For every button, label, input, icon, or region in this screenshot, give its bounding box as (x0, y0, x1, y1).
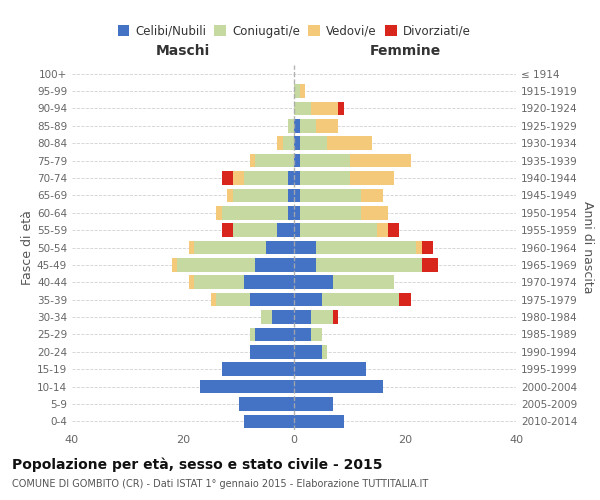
Bar (289, 119, 294, 132)
Bar (172, 258, 178, 272)
Bar (294, 119, 299, 132)
Bar (244, 276, 294, 289)
Bar (233, 171, 244, 185)
Bar (316, 240, 416, 254)
Bar (338, 102, 344, 115)
Y-axis label: Fasce di età: Fasce di età (21, 210, 34, 285)
Bar (400, 293, 410, 306)
Bar (266, 240, 294, 254)
Bar (244, 171, 289, 185)
Bar (388, 224, 400, 237)
Bar (361, 188, 383, 202)
Bar (299, 119, 316, 132)
Bar (250, 154, 255, 168)
Bar (311, 310, 333, 324)
Bar (349, 171, 394, 185)
Bar (333, 310, 338, 324)
Bar (299, 224, 377, 237)
Bar (250, 293, 294, 306)
Bar (250, 345, 294, 358)
Bar (255, 258, 294, 272)
Bar (422, 258, 438, 272)
Bar (316, 258, 422, 272)
Bar (294, 328, 311, 341)
Bar (227, 188, 233, 202)
Bar (239, 397, 294, 410)
Bar (294, 224, 299, 237)
Bar (178, 258, 255, 272)
Bar (316, 119, 338, 132)
Bar (294, 397, 333, 410)
Bar (422, 240, 433, 254)
Bar (299, 84, 305, 98)
Bar (233, 188, 289, 202)
Bar (294, 276, 333, 289)
Bar (322, 345, 328, 358)
Bar (222, 224, 233, 237)
Bar (260, 310, 272, 324)
Bar (216, 206, 222, 220)
Bar (322, 293, 400, 306)
Bar (283, 136, 294, 150)
Bar (416, 240, 422, 254)
Bar (277, 224, 294, 237)
Bar (299, 154, 349, 168)
Bar (294, 380, 383, 394)
Bar (211, 293, 216, 306)
Bar (289, 188, 294, 202)
Bar (299, 136, 328, 150)
Y-axis label: Anni di nascita: Anni di nascita (581, 201, 594, 294)
Bar (222, 206, 289, 220)
Bar (294, 206, 299, 220)
Bar (188, 276, 194, 289)
Text: Femmine: Femmine (370, 44, 440, 58)
Bar (311, 102, 338, 115)
Bar (299, 188, 361, 202)
Bar (294, 310, 311, 324)
Bar (233, 224, 277, 237)
Bar (311, 328, 322, 341)
Bar (294, 258, 316, 272)
Bar (244, 414, 294, 428)
Bar (294, 345, 322, 358)
Bar (200, 380, 294, 394)
Bar (294, 84, 299, 98)
Bar (294, 240, 316, 254)
Bar (299, 206, 361, 220)
Bar (294, 154, 299, 168)
Bar (294, 293, 322, 306)
Bar (294, 171, 299, 185)
Bar (294, 188, 299, 202)
Bar (250, 328, 255, 341)
Bar (255, 328, 294, 341)
Bar (333, 276, 394, 289)
Bar (194, 240, 266, 254)
Bar (377, 224, 388, 237)
Bar (194, 276, 244, 289)
Bar (294, 362, 366, 376)
Bar (289, 206, 294, 220)
Text: Popolazione per età, sesso e stato civile - 2015: Popolazione per età, sesso e stato civil… (12, 458, 383, 472)
Bar (222, 362, 294, 376)
Bar (277, 136, 283, 150)
Bar (272, 310, 294, 324)
Bar (361, 206, 388, 220)
Text: COMUNE DI GOMBITO (CR) - Dati ISTAT 1° gennaio 2015 - Elaborazione TUTTITALIA.IT: COMUNE DI GOMBITO (CR) - Dati ISTAT 1° g… (12, 479, 428, 489)
Bar (349, 154, 410, 168)
Bar (299, 171, 349, 185)
Bar (294, 102, 311, 115)
Bar (294, 136, 299, 150)
Bar (216, 293, 250, 306)
Bar (328, 136, 372, 150)
Bar (289, 171, 294, 185)
Bar (188, 240, 194, 254)
Bar (255, 154, 294, 168)
Text: Maschi: Maschi (156, 44, 210, 58)
Bar (294, 414, 344, 428)
Legend: Celibi/Nubili, Coniugati/e, Vedovi/e, Divorziati/e: Celibi/Nubili, Coniugati/e, Vedovi/e, Di… (113, 20, 475, 42)
Bar (222, 171, 233, 185)
